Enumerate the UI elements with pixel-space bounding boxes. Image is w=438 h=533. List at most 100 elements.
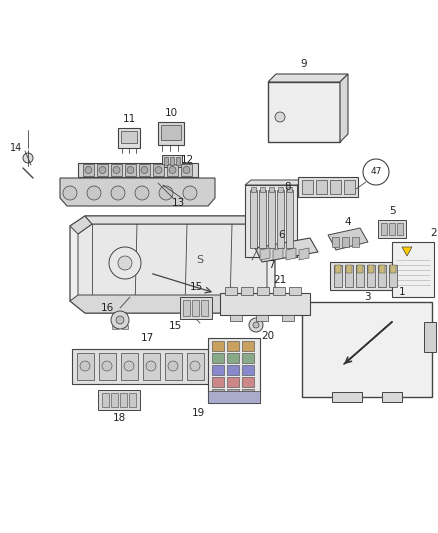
Bar: [342, 237, 349, 247]
Circle shape: [190, 361, 200, 371]
Bar: [112, 325, 118, 329]
Bar: [242, 389, 254, 399]
Text: 1: 1: [399, 287, 405, 297]
Bar: [170, 157, 174, 165]
Bar: [98, 390, 140, 410]
Bar: [278, 187, 283, 192]
Polygon shape: [70, 216, 92, 234]
Bar: [332, 392, 362, 402]
Bar: [334, 265, 342, 287]
Bar: [330, 262, 405, 290]
Bar: [424, 322, 436, 352]
Circle shape: [85, 166, 92, 174]
Circle shape: [116, 316, 124, 324]
Bar: [356, 265, 364, 287]
Bar: [242, 341, 254, 351]
Bar: [192, 300, 199, 316]
Text: 3: 3: [364, 292, 370, 302]
Bar: [256, 315, 268, 321]
Text: 15: 15: [168, 321, 182, 331]
Bar: [102, 393, 109, 407]
Text: 8: 8: [285, 182, 291, 192]
Text: 15: 15: [189, 282, 203, 292]
Bar: [259, 190, 266, 248]
Bar: [273, 287, 285, 295]
Polygon shape: [328, 228, 368, 250]
Bar: [344, 180, 355, 194]
Text: 17: 17: [140, 333, 154, 343]
Bar: [212, 341, 224, 351]
Text: 18: 18: [113, 413, 126, 423]
Bar: [153, 164, 164, 176]
Bar: [277, 190, 284, 248]
Bar: [289, 287, 301, 295]
Bar: [302, 180, 313, 194]
Text: 2: 2: [431, 228, 437, 238]
Bar: [269, 187, 274, 192]
Circle shape: [127, 166, 134, 174]
Bar: [120, 393, 127, 407]
Bar: [180, 297, 212, 319]
Text: 5: 5: [389, 206, 396, 216]
Text: 10: 10: [164, 108, 177, 118]
Bar: [227, 389, 239, 399]
Bar: [129, 393, 136, 407]
Polygon shape: [78, 224, 267, 305]
Circle shape: [183, 186, 197, 200]
Bar: [78, 163, 198, 177]
Circle shape: [109, 247, 141, 279]
Circle shape: [113, 166, 120, 174]
Bar: [139, 164, 150, 176]
Bar: [72, 349, 220, 384]
Circle shape: [249, 318, 263, 332]
Bar: [158, 122, 184, 145]
Circle shape: [159, 186, 173, 200]
Bar: [176, 157, 180, 165]
Polygon shape: [85, 216, 260, 224]
Polygon shape: [70, 216, 275, 313]
Polygon shape: [273, 248, 283, 260]
Bar: [381, 223, 387, 235]
Circle shape: [168, 361, 178, 371]
Bar: [316, 180, 327, 194]
Bar: [392, 242, 434, 297]
Text: 6: 6: [279, 230, 285, 240]
Bar: [143, 353, 160, 380]
Bar: [378, 265, 386, 287]
Polygon shape: [245, 180, 303, 185]
Circle shape: [118, 256, 132, 270]
Bar: [212, 353, 224, 363]
Bar: [241, 287, 253, 295]
Bar: [230, 315, 242, 321]
Bar: [242, 365, 254, 375]
Bar: [332, 237, 339, 247]
Text: 16: 16: [100, 303, 113, 313]
Circle shape: [87, 186, 101, 200]
Polygon shape: [340, 74, 348, 142]
Bar: [397, 223, 403, 235]
Bar: [335, 265, 341, 273]
Text: 20: 20: [261, 331, 275, 341]
Circle shape: [111, 186, 125, 200]
Circle shape: [111, 311, 129, 329]
Text: 12: 12: [180, 155, 194, 165]
Circle shape: [99, 166, 106, 174]
Circle shape: [146, 361, 156, 371]
Bar: [83, 164, 94, 176]
Bar: [227, 377, 239, 387]
Bar: [187, 353, 204, 380]
Text: 13: 13: [171, 198, 185, 208]
Bar: [345, 265, 353, 287]
Polygon shape: [405, 258, 411, 290]
Bar: [212, 377, 224, 387]
Bar: [212, 365, 224, 375]
Bar: [257, 287, 269, 295]
Bar: [287, 187, 292, 192]
Bar: [227, 365, 239, 375]
Bar: [227, 353, 239, 363]
Bar: [357, 265, 363, 273]
Bar: [245, 185, 297, 257]
Bar: [330, 180, 341, 194]
Bar: [389, 223, 395, 235]
Polygon shape: [268, 74, 348, 82]
